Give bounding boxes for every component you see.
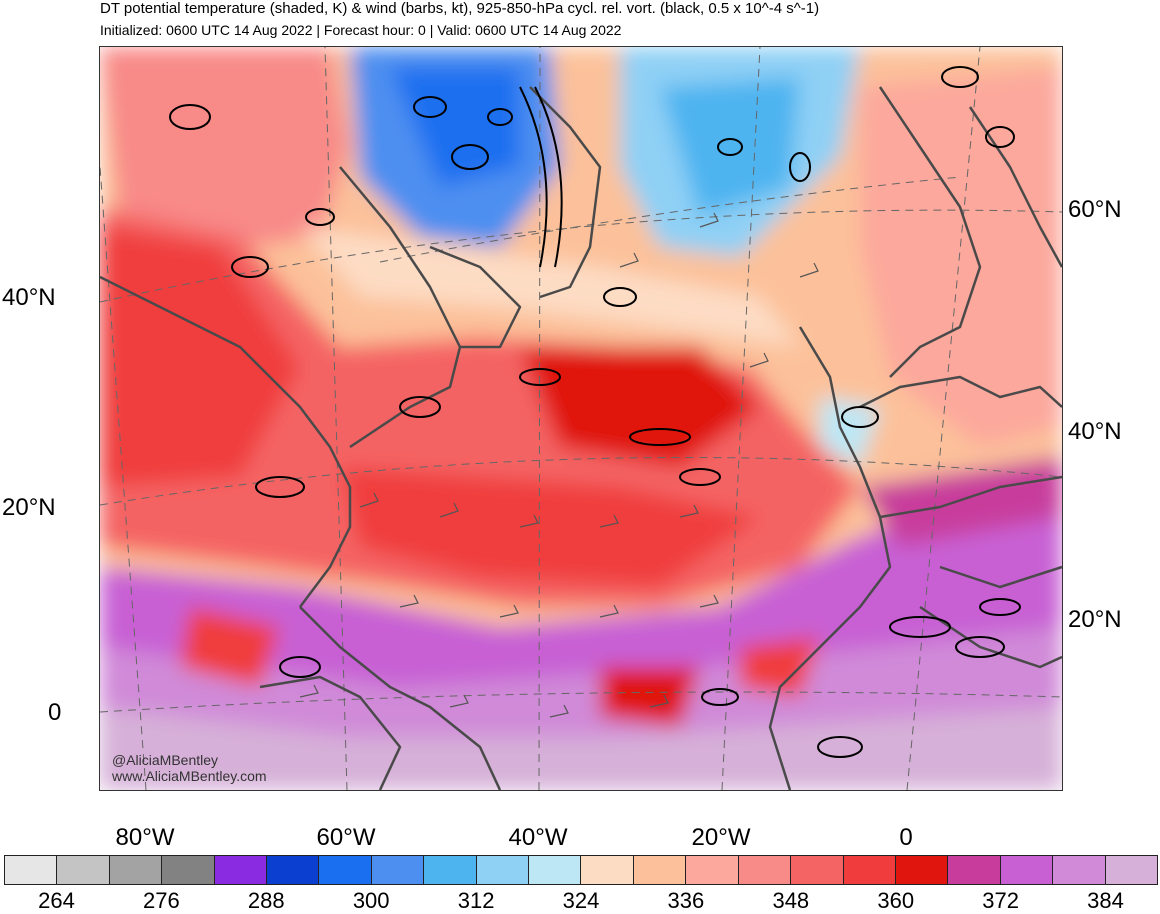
colorbar-swatch: [686, 856, 739, 884]
lat-label-40n-left: 40°N: [2, 284, 56, 311]
colorbar-swatch: [5, 856, 58, 884]
lon-label-20w: 20°W: [691, 824, 751, 851]
lon-label-60w: 60°W: [316, 824, 376, 851]
colorbar-tick-label: 360: [877, 888, 915, 913]
lat-label-20n-right: 20°N: [1068, 606, 1122, 633]
colorbar-tick-label: 372: [982, 888, 1019, 913]
colorbar-swatch: [948, 856, 1001, 884]
colorbar-swatch: [843, 856, 896, 884]
colorbar-swatch: [1053, 856, 1106, 884]
colorbar-swatch: [162, 856, 215, 884]
colorbar-swatch: [791, 856, 844, 884]
colorbar-tick-labels: 264 276 288 300 312 324 336 348 360 372 384: [0, 888, 1160, 913]
colorbar-tick-label: 264: [38, 888, 75, 913]
colorbar-swatch: [1105, 856, 1157, 884]
colorbar: [4, 855, 1158, 885]
colorbar-swatch: [267, 856, 320, 884]
colorbar-swatch: [214, 856, 268, 884]
colorbar-tick-label: 288: [247, 888, 285, 913]
chart-title: DT potential temperature (shaded, K) & w…: [100, 0, 820, 17]
map-panel: [99, 46, 1063, 791]
colorbar-swatch: [581, 856, 634, 884]
colorbar-tick-label: 384: [1087, 888, 1124, 913]
credit-handle: @AliciaMBentley: [112, 752, 219, 768]
colorbar-swatch: [109, 856, 163, 884]
colorbar-swatch: [1000, 856, 1054, 884]
colorbar-tick-label: 312: [457, 888, 495, 913]
colorbar-swatch: [476, 856, 530, 884]
lon-label-80w: 80°W: [115, 824, 175, 851]
colorbar-swatch: [738, 856, 792, 884]
colorbar-tick-label: 336: [667, 888, 705, 913]
colorbar-swatch: [633, 856, 687, 884]
colorbar-swatch: [895, 856, 949, 884]
colorbar-swatch: [57, 856, 110, 884]
colorbar-swatch: [319, 856, 372, 884]
colorbar-tick-label: 300: [352, 888, 390, 913]
credit-url: www.AliciaMBentley.com: [112, 768, 267, 784]
lat-label-20n-left: 20°N: [2, 494, 56, 521]
colorbar-tick-label: 348: [772, 888, 810, 913]
chart-subtitle: Initialized: 0600 UTC 14 Aug 2022 | Fore…: [100, 22, 622, 38]
lon-label-0: 0: [899, 824, 913, 851]
colorbar-swatch: [529, 856, 582, 884]
lon-label-40w: 40°W: [508, 824, 568, 851]
colorbar-tick-label: 276: [143, 888, 180, 913]
map-graphic: [100, 47, 1062, 790]
lat-label-60n-right: 60°N: [1068, 196, 1122, 223]
colorbar-swatch: [371, 856, 425, 884]
colorbar-tick-label: 324: [562, 888, 600, 913]
lat-label-40n-right: 40°N: [1068, 418, 1122, 445]
lat-label-0-left: 0: [48, 699, 62, 726]
colorbar-swatch: [424, 856, 477, 884]
